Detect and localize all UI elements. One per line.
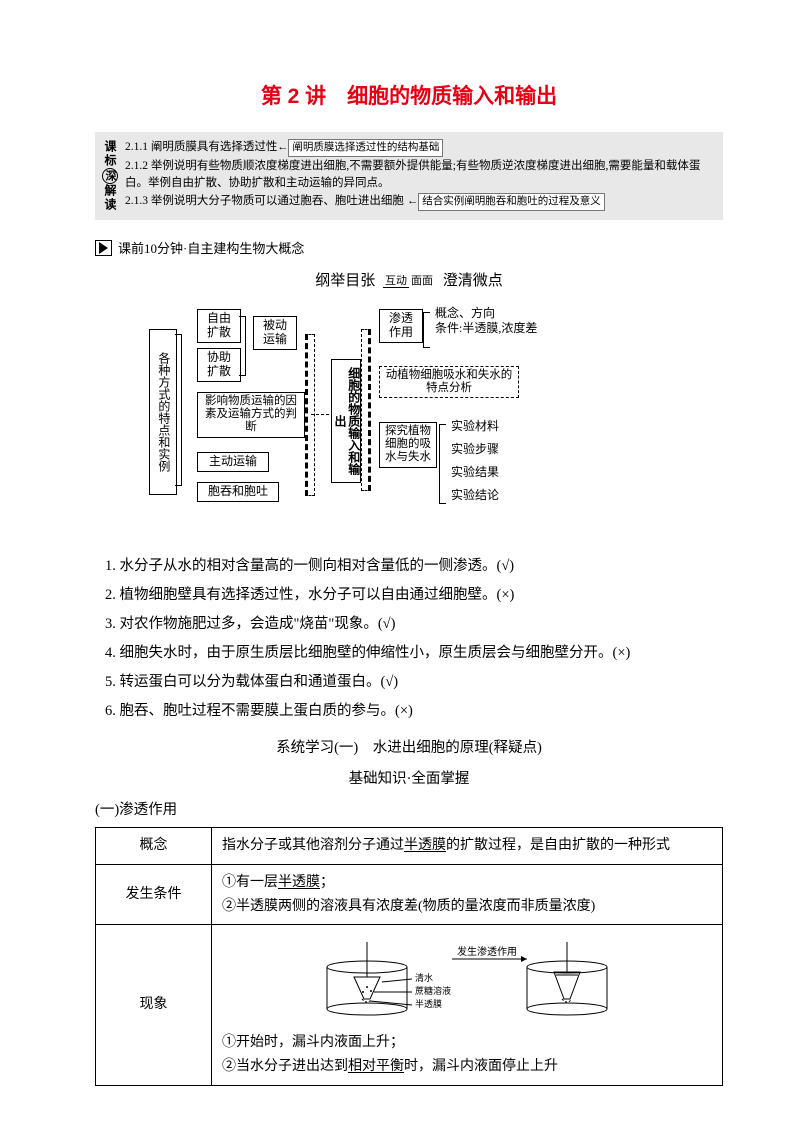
concept-diagram: 各种方式的特点和实例 自由扩散 协助扩散 被动运输 影响物质运输的因素及运输方式…: [95, 304, 723, 534]
r1a: 指水分子或其他溶剂分子通过: [222, 838, 404, 853]
subtitle-right: 澄清微点: [443, 273, 503, 289]
r1u: 半透膜: [404, 838, 446, 853]
section-bar-text: 课前10分钟·自主建构生物大概念: [118, 238, 304, 257]
subtitle-left: 纲举目张: [315, 273, 375, 289]
r3l2u: 相对平衡: [348, 1059, 404, 1074]
r3l2b: 时，漏斗内液面停止上升: [404, 1059, 558, 1074]
subtitle-bot: 面面: [409, 275, 435, 287]
play-icon: [95, 240, 112, 256]
arrow-caption: 发生渗透作用: [457, 945, 517, 958]
basics-heading: 基础知识·全面掌握: [95, 767, 723, 788]
exp-steps: 实验步骤: [451, 442, 499, 457]
statement-4: 4. 细胞失水时，由于原生质层比细胞壁的伸缩性小，原生质层会与细胞壁分开。(×): [105, 639, 723, 668]
cell-phenom: 清水 蔗糖溶液 半透膜 发生渗透作用: [212, 925, 723, 1086]
cell-concept-text: 指水分子或其他溶剂分子通过半透膜的扩散过程，是自由扩散的一种形式: [212, 828, 723, 865]
osmosis-table: 概念 指水分子或其他溶剂分子通过半透膜的扩散过程，是自由扩散的一种形式 发生条件…: [95, 827, 723, 1086]
cell-condition-text: ①有一层半透膜； ②半透膜两侧的溶液具有浓度差(物质的量浓度而非质量浓度): [212, 864, 723, 925]
lbl-water: 清水: [415, 972, 433, 983]
std-line1: 2.1.1 阐明质膜具有选择透过性: [125, 141, 277, 153]
r2l1b: ；: [320, 875, 334, 890]
std-label-mid: 深: [102, 168, 118, 184]
lbl-sugar: 蔗糖溶液: [415, 985, 451, 996]
table-row: 发生条件 ①有一层半透膜； ②半透膜两侧的溶液具有浓度差(物质的量浓度而非质量浓…: [96, 864, 723, 925]
statement-3: 3. 对农作物施肥过多，会造成"烧苗"现象。(√): [105, 610, 723, 639]
sub-heading: (一)渗透作用: [95, 798, 723, 819]
cell-phenom-label: 现象: [96, 925, 212, 1086]
exp-results: 实验结果: [451, 465, 499, 480]
statement-2: 2. 植物细胞壁具有选择透过性，水分子可以自由通过细胞壁。(×): [105, 581, 723, 610]
statement-list: 1. 水分子从水的相对含量高的一侧向相对含量低的一侧渗透。(√) 2. 植物细胞…: [95, 552, 723, 726]
r2l1u: 半透膜: [278, 875, 320, 890]
phenom-diagram: 清水 蔗糖溶液 半透膜 发生渗透作用: [222, 931, 712, 1031]
r3l1: ①开始时，漏斗内液面上升；: [222, 1035, 404, 1050]
r2l2: ②半透膜两侧的溶液具有浓度差(物质的量浓度而非质量浓度): [222, 899, 595, 914]
box-endo: 胞吞和胞吐: [197, 482, 279, 502]
system-title: 系统学习(一) 水进出细胞的原理(释疑点): [95, 736, 723, 757]
page-title: 第 2 讲 细胞的物质输入和输出: [95, 80, 723, 110]
cell-condition-label: 发生条件: [96, 864, 212, 925]
box-factors: 影响物质运输的因素及运输方式的判断: [197, 392, 305, 438]
std-line3-box: 结合实例阐明胞吞和胞吐的过程及意义: [418, 193, 605, 211]
diagram-sidebar: 各种方式的特点和实例: [149, 329, 177, 495]
box-center: 细胞的物质输入和输出: [331, 359, 361, 483]
subtitle-top: 互动: [383, 275, 409, 288]
box-explore: 探究植物细胞的吸水与失水: [379, 422, 437, 468]
subtitle: 纲举目张 互动面面 澄清微点: [95, 269, 723, 290]
standards-text: 2.1.1 阐明质膜具有选择透过性←阐明质膜选择透过性的结构基础 2.1.2 举…: [125, 138, 715, 212]
exp-conclusion: 实验结论: [451, 488, 499, 503]
exp-materials: 实验材料: [451, 419, 499, 434]
statement-6: 6. 胞吞、胞吐过程不需要膜上蛋白质的参与。(×): [105, 697, 723, 726]
cell-concept-label: 概念: [96, 828, 212, 865]
r1b: 的扩散过程，是自由扩散的一种形式: [446, 838, 670, 853]
section-bar: 课前10分钟·自主建构生物大概念: [95, 238, 723, 257]
table-row: 现象 清水: [96, 925, 723, 1086]
box-active: 主动运输: [197, 452, 269, 472]
box-free-diffusion: 自由扩散: [197, 309, 241, 343]
std-label-top: 课标: [103, 140, 117, 168]
box-assist-diffusion: 协助扩散: [197, 348, 241, 382]
table-row: 概念 指水分子或其他溶剂分子通过半透膜的扩散过程，是自由扩散的一种形式: [96, 828, 723, 865]
box-water-analysis: 动植物细胞吸水和失水的特点分析: [379, 366, 519, 398]
box-passive: 被动运输: [253, 316, 297, 350]
lbl-membrane: 半透膜: [415, 998, 442, 1009]
std-line1-box: 阐明质膜选择透过性的结构基础: [288, 139, 443, 157]
standards-box: 课标深解读 2.1.1 阐明质膜具有选择透过性←阐明质膜选择透过性的结构基础 2…: [95, 132, 723, 220]
statement-5: 5. 转运蛋白可以分为载体蛋白和通道蛋白。(√): [105, 668, 723, 697]
osmosis-detail: 概念、方向 条件:半透膜,浓度差: [435, 306, 537, 336]
standards-label: 课标深解读: [99, 138, 121, 214]
r2l1a: ①有一层: [222, 875, 278, 890]
std-label-bot: 解读: [103, 184, 117, 212]
box-osmosis: 渗透作用: [379, 309, 423, 343]
std-line3: 2.1.3 举例说明大分子物质可以通过胞吞、胞吐进出细胞: [125, 195, 404, 207]
std-line2: 2.1.2 举例说明有些物质顺浓度梯度进出细胞,不需要额外提供能量;有些物质逆浓…: [125, 158, 715, 193]
r3l2a: ②当水分子进出达到: [222, 1059, 348, 1074]
statement-1: 1. 水分子从水的相对含量高的一侧向相对含量低的一侧渗透。(√): [105, 552, 723, 581]
